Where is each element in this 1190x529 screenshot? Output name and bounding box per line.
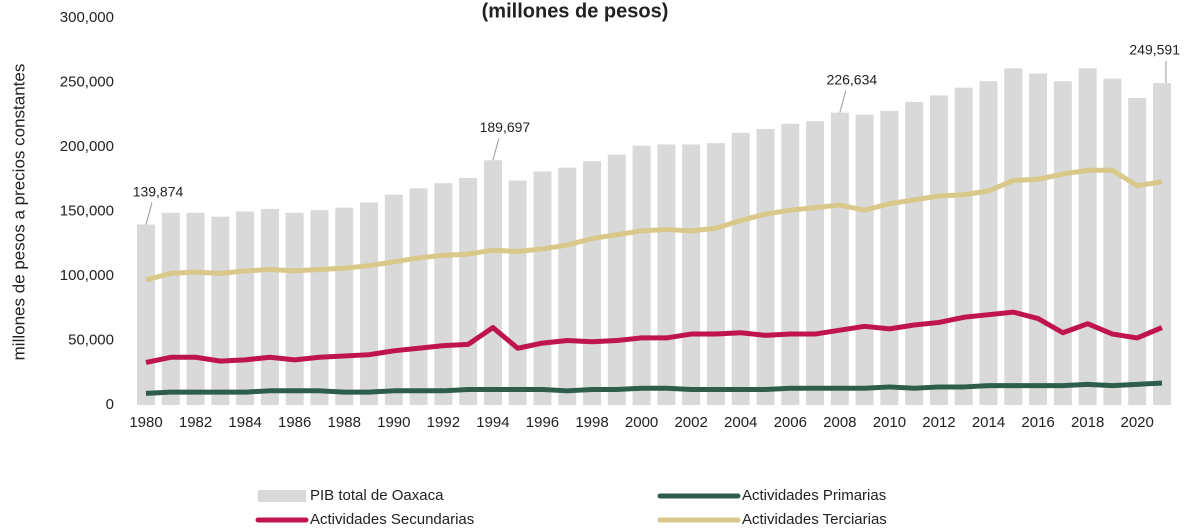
x-tick-label: 1992 — [427, 414, 460, 431]
x-tick-label: 1980 — [129, 414, 162, 431]
label-leader — [492, 138, 500, 161]
data-label: 139,874 — [133, 183, 184, 199]
x-tick-label: 2002 — [674, 414, 707, 431]
bar — [954, 87, 973, 405]
data-label: 189,697 — [480, 119, 531, 135]
x-tick-label: 1996 — [526, 414, 559, 431]
bar — [905, 101, 924, 405]
x-tick-label: 2014 — [972, 414, 1005, 431]
bar — [211, 216, 230, 405]
x-tick-label: 1988 — [328, 414, 361, 431]
x-tick-label: 1986 — [278, 414, 311, 431]
bar — [830, 112, 849, 405]
bar — [855, 114, 874, 405]
bar — [434, 183, 453, 405]
bar — [1128, 97, 1147, 405]
bar — [260, 208, 279, 405]
legend-label: Actividades Secundarias — [310, 511, 474, 528]
bar — [508, 180, 527, 405]
x-tick-label: 1984 — [228, 414, 261, 431]
legend-label: Actividades Primarias — [742, 487, 886, 504]
bar — [657, 144, 676, 406]
bar — [1029, 73, 1048, 405]
bar — [731, 132, 750, 405]
x-tick-label: 1982 — [179, 414, 212, 431]
line-series — [145, 309, 1163, 365]
x-tick-label: 1990 — [377, 414, 410, 431]
x-tick-label: 2016 — [1021, 414, 1054, 431]
bar — [360, 202, 379, 405]
x-tick-label: 2000 — [625, 414, 658, 431]
bar — [682, 144, 701, 406]
legend-label: PIB total de Oaxaca — [310, 487, 444, 504]
y-tick-label: 250,000 — [60, 73, 114, 90]
bar — [558, 167, 577, 405]
x-tick-label: 1994 — [476, 414, 509, 431]
bar — [979, 81, 998, 406]
y-axis-label: millones de pesos a precios constantes — [9, 64, 28, 361]
chart-title: (millones de pesos) — [482, 0, 669, 22]
line-series — [145, 380, 1163, 396]
bar — [1053, 81, 1072, 406]
y-tick-label: 200,000 — [60, 138, 114, 155]
bar — [806, 121, 825, 405]
bar — [756, 128, 775, 405]
legend-swatch — [258, 490, 306, 502]
y-tick-label: 0 — [106, 396, 114, 413]
bar — [285, 212, 304, 405]
x-tick-label: 2012 — [922, 414, 955, 431]
bar — [1103, 78, 1122, 405]
bar — [310, 210, 329, 405]
x-tick-label: 2010 — [873, 414, 906, 431]
y-tick-label: 150,000 — [60, 202, 114, 219]
bar — [929, 95, 948, 406]
legend-label: Actividades Terciarias — [742, 511, 887, 528]
x-tick-label: 1998 — [575, 414, 608, 431]
bar — [1004, 68, 1023, 405]
x-tick-label: 2018 — [1071, 414, 1104, 431]
bar — [880, 110, 899, 405]
bar — [583, 161, 602, 405]
bar — [1078, 68, 1097, 405]
x-tick-label: 2020 — [1121, 414, 1154, 431]
bar — [186, 212, 205, 405]
label-leader — [145, 202, 153, 225]
bar — [483, 160, 502, 405]
line-series — [145, 167, 1163, 283]
bar — [533, 171, 552, 405]
x-tick-label: 2004 — [724, 414, 757, 431]
y-tick-label: 50,000 — [68, 331, 114, 348]
x-tick-label: 2006 — [774, 414, 807, 431]
bar — [161, 212, 180, 405]
bar — [236, 211, 255, 405]
data-label: 226,634 — [827, 71, 878, 87]
bar — [632, 145, 651, 405]
y-tick-label: 300,000 — [60, 9, 114, 26]
y-tick-label: 100,000 — [60, 267, 114, 284]
bar — [137, 224, 155, 405]
bar — [459, 177, 478, 405]
bar — [335, 207, 354, 405]
bar — [781, 123, 800, 405]
label-leader — [839, 90, 847, 113]
bar — [607, 154, 626, 405]
bar — [384, 194, 403, 405]
bar — [706, 143, 725, 405]
bar — [1152, 83, 1171, 405]
data-label: 249,591 — [1129, 42, 1180, 58]
bar — [409, 188, 428, 405]
x-tick-label: 2008 — [823, 414, 856, 431]
